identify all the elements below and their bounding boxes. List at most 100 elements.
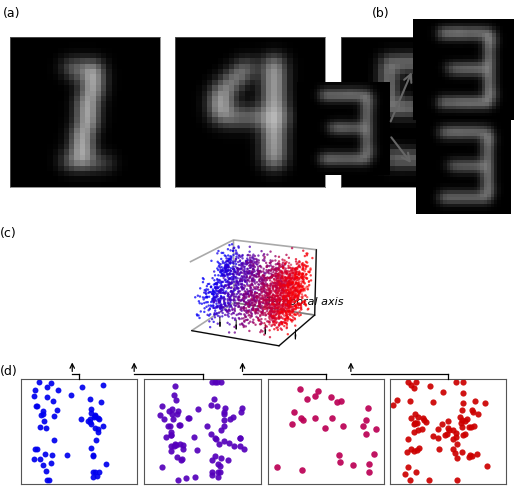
Point	[47, 379, 56, 387]
Point	[406, 398, 414, 405]
Point	[166, 422, 174, 430]
Point	[415, 444, 423, 451]
Point	[86, 418, 94, 426]
Point	[177, 456, 185, 464]
Point	[31, 445, 39, 452]
Point	[91, 411, 100, 418]
Point	[33, 402, 41, 410]
Point	[95, 415, 103, 423]
Point	[425, 477, 433, 485]
Point	[47, 451, 56, 459]
Point	[167, 428, 175, 435]
Point	[406, 477, 414, 485]
Point	[184, 414, 192, 422]
Point	[443, 431, 451, 438]
Point	[164, 422, 172, 430]
Point	[407, 382, 415, 389]
Point	[273, 463, 281, 471]
Point	[87, 405, 95, 413]
Point	[467, 423, 476, 431]
Point	[42, 424, 50, 432]
Point	[213, 402, 221, 410]
Point	[457, 419, 465, 427]
Point	[434, 445, 443, 453]
Point	[288, 420, 296, 428]
Point	[298, 466, 306, 474]
Point	[162, 434, 170, 441]
Point	[217, 426, 225, 434]
Point	[91, 468, 99, 476]
Point	[303, 395, 312, 403]
Point	[413, 419, 421, 427]
Point	[429, 399, 438, 406]
Point	[191, 473, 199, 481]
Point	[168, 405, 176, 413]
Point	[94, 429, 103, 436]
Point	[327, 393, 335, 400]
Point	[173, 410, 181, 417]
Point	[454, 476, 462, 484]
Point	[173, 453, 182, 461]
Point	[220, 417, 229, 424]
Point	[168, 415, 176, 423]
Point	[172, 397, 180, 404]
Point	[179, 455, 187, 463]
Point	[328, 414, 336, 422]
Point	[240, 445, 249, 452]
Point	[469, 407, 477, 415]
Point	[62, 451, 71, 459]
Point	[459, 378, 467, 386]
Point	[410, 419, 418, 427]
Point	[216, 462, 224, 470]
Point	[87, 420, 95, 428]
Point	[335, 451, 344, 459]
Point	[89, 451, 98, 459]
Point	[459, 399, 467, 407]
Point	[216, 469, 224, 476]
Point	[439, 388, 447, 396]
Point	[407, 445, 415, 453]
Point	[299, 416, 307, 424]
Point	[418, 426, 426, 434]
Point	[167, 442, 175, 450]
Point	[208, 471, 216, 479]
Text: (a): (a)	[3, 7, 21, 20]
Point	[220, 437, 228, 445]
Point	[464, 453, 473, 461]
Point	[89, 473, 98, 481]
Point	[236, 408, 245, 416]
Point	[405, 378, 413, 386]
Point	[49, 397, 57, 405]
Point	[176, 440, 184, 448]
Point	[211, 434, 219, 442]
Point	[214, 469, 222, 476]
Point	[449, 435, 458, 443]
Point	[290, 408, 298, 416]
Point	[160, 415, 168, 423]
Point	[43, 383, 51, 391]
Point	[190, 434, 198, 441]
Point	[467, 452, 476, 460]
Point	[338, 422, 347, 430]
Point	[30, 393, 39, 400]
Point	[167, 431, 175, 438]
Point	[465, 423, 473, 431]
Point	[47, 459, 56, 467]
Point	[410, 384, 418, 392]
Point	[349, 462, 358, 469]
Point	[89, 452, 97, 460]
Point	[407, 415, 415, 422]
Point	[364, 404, 373, 412]
Point	[67, 391, 75, 399]
Point	[78, 383, 86, 391]
Point	[452, 449, 460, 457]
Point	[365, 460, 373, 468]
Point	[393, 397, 401, 404]
Point	[453, 454, 461, 462]
Point	[175, 421, 183, 429]
Point	[43, 393, 51, 401]
Point	[171, 382, 179, 390]
Point	[94, 414, 102, 422]
Point	[87, 409, 95, 417]
Point	[50, 412, 58, 419]
